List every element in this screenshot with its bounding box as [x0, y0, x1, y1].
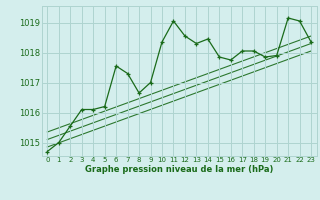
X-axis label: Graphe pression niveau de la mer (hPa): Graphe pression niveau de la mer (hPa) — [85, 165, 273, 174]
